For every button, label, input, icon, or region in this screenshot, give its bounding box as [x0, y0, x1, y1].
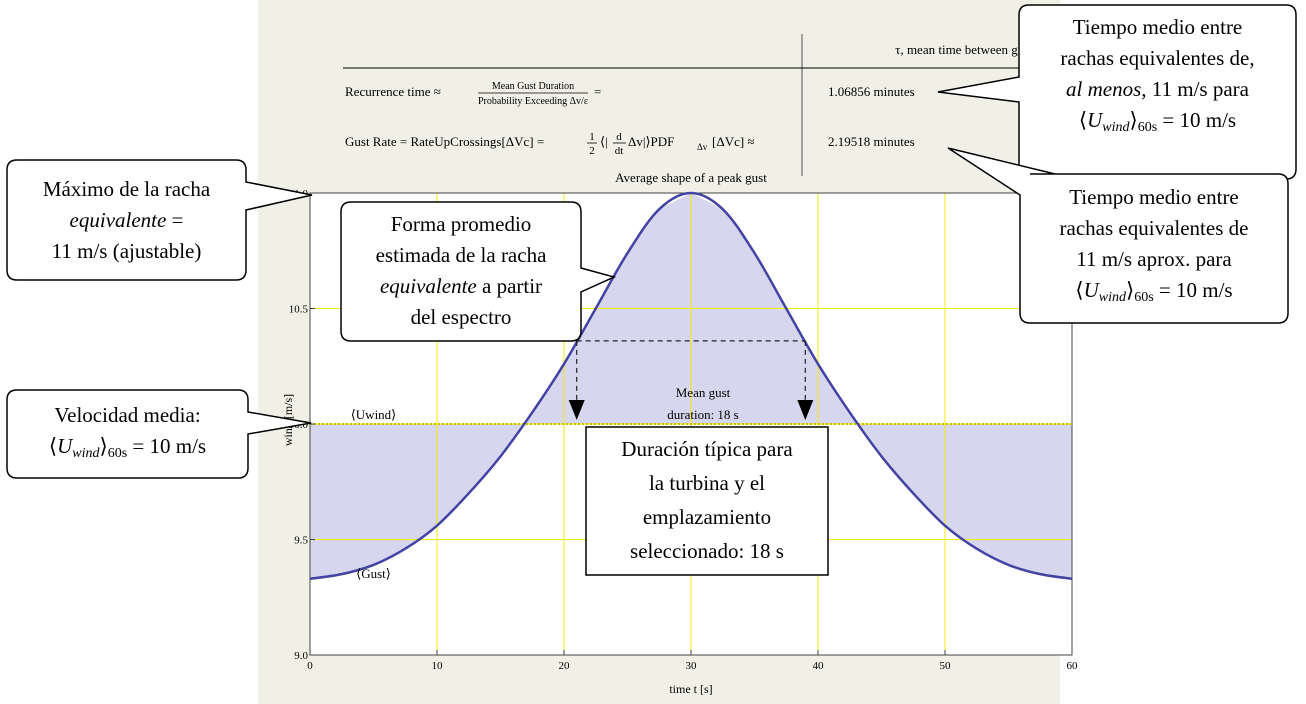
left-angle-glyph: ⟨: [48, 434, 58, 458]
gust-rate-tail: Δv|⟩PDF: [628, 134, 674, 149]
right-angle-glyph: ⟩: [1129, 108, 1138, 132]
callout-tiempo1-italic: al menos: [1066, 77, 1142, 101]
gust-rate-bracket: ⟨|: [600, 134, 608, 149]
callout-tiempo2-sub-wind: wind: [1098, 290, 1126, 305]
recurrence-equals: =: [594, 84, 601, 99]
callout-duracion-line2: la turbina y el: [648, 471, 766, 495]
callout-duracion-line3: emplazamiento: [642, 505, 772, 529]
callout-tiempo2-line3: 11 m/s aprox. para: [1076, 247, 1232, 271]
callout-tiempo2-line2: rachas equivalentes de: [1059, 216, 1249, 240]
callout-forma-line1: Forma promedio: [390, 212, 532, 236]
gust-rate-half-num: 1: [589, 131, 595, 143]
duration-label-line2: duration: 18 s: [667, 407, 739, 422]
callout-maximo-bubble: [6, 159, 313, 281]
callout-tiempo2-bubble: [947, 147, 1289, 324]
callout-tiempo1-rest: = 10 m/s: [1157, 108, 1237, 132]
callout-tiempo1-line1: Tiempo medio entre: [1072, 15, 1243, 39]
left-angle-glyph: ⟨: [1078, 108, 1088, 132]
recurrence-value: 1.06856 minutes: [828, 84, 915, 99]
callout-tiempo1-line3-rest: , 11 m/s para: [1141, 77, 1249, 101]
y-tick-label-9-5: 9.5: [294, 535, 308, 547]
x-tick-label-40: 40: [813, 660, 825, 672]
callout-maximo-line1: Máximo de la racha: [42, 177, 211, 201]
callout-tiempo2-line1: Tiempo medio entre: [1069, 185, 1239, 209]
right-angle-glyph: ⟩: [1126, 278, 1135, 302]
uwind-series-label: ⟨Uwind⟩: [351, 407, 397, 422]
duration-arrowhead-left: [568, 400, 585, 420]
duration-label-line1: Mean gust: [676, 385, 731, 400]
callout-forma-line3-rest: a partir: [476, 274, 543, 298]
callout-maximo-line3: 11 m/s (ajustable): [51, 239, 202, 263]
callout-forma-text: Forma promedio estimada de la racha equi…: [341, 209, 581, 333]
recurrence-label: Recurrence time ≈: [345, 84, 441, 99]
callout-tiempo1-line2: rachas equivalentes de,: [1060, 46, 1255, 70]
gust-rate-half-den: 2: [589, 145, 595, 157]
callout-velocidad-sub-60s: 60s: [107, 446, 128, 461]
callout-maximo-text: Máximo de la racha equivalente = 11 m/s …: [7, 174, 246, 267]
x-tick-label-20: 20: [559, 660, 571, 672]
recurrence-fraction-num: Mean Gust Duration: [492, 81, 574, 92]
gust-rate-d-den: dt: [615, 145, 624, 157]
callout-forma-line2: estimada de la racha: [375, 243, 547, 267]
callout-velocidad-rest: = 10 m/s: [127, 434, 207, 458]
callout-maximo-line2: equivalente =: [7, 205, 246, 236]
callout-tiempo2-sub-60s: 60s: [1134, 290, 1154, 305]
x-tick-label-0: 0: [307, 660, 313, 672]
right-angle-glyph: ⟩: [99, 434, 108, 458]
gust-rate-end: [ΔVc] ≈: [712, 134, 755, 149]
gust-rate-subscript: Δv: [697, 142, 708, 152]
callout-duracion-box: [585, 426, 829, 576]
x-tick-label-10: 10: [432, 660, 444, 672]
callout-velocidad-sub-wind: wind: [72, 446, 100, 461]
callout-velocidad-bubble: [6, 389, 312, 479]
callout-tiempo2-text: Tiempo medio entre rachas equivalentes d…: [1020, 182, 1288, 313]
callout-forma-line3: equivalente a partir: [341, 271, 581, 302]
x-tick-label-50: 50: [940, 660, 952, 672]
callout-tiempo1-line3: al menos, 11 m/s para: [1019, 74, 1296, 105]
gust-curve: [309, 191, 1073, 581]
callout-duracion-line4: seleccionado: 18 s: [630, 539, 784, 563]
gust-rate-d-num: d: [616, 131, 622, 143]
callout-tiempo2-rest: = 10 m/s: [1153, 278, 1233, 302]
y-tick-label-10-5: 10.5: [289, 304, 309, 316]
table-column-header: τ, mean time between gusts: [895, 42, 1038, 57]
chart-title: Average shape of a peak gust: [615, 170, 767, 185]
recurrence-fraction-den: Probability Exceeding Δv/ε: [478, 96, 588, 107]
y-tick-label-9: 9.0: [294, 650, 308, 662]
callout-maximo-line2-rest: =: [166, 208, 184, 232]
callout-tiempo1-sub-60s: 60s: [1137, 120, 1158, 135]
callout-duracion-line1: Duración típica para: [621, 437, 793, 461]
callout-tiempo1-text: Tiempo medio entre rachas equivalentes d…: [1019, 12, 1296, 143]
x-tick-label-60: 60: [1067, 660, 1079, 672]
callout-tiempo1-sub-wind: wind: [1102, 120, 1130, 135]
callout-forma-italic: equivalente: [379, 274, 477, 298]
callout-forma-line4: del espectro: [410, 305, 512, 329]
duration-arrowhead-right: [797, 400, 814, 420]
x-axis-label: time t [s]: [669, 682, 712, 696]
gust-rate-label: Gust Rate = RateUpCrossings[ΔVc] =: [345, 134, 544, 149]
callout-maximo-italic: equivalente: [69, 208, 167, 232]
callout-duracion-text: Duración típica para la turbina y el emp…: [586, 432, 828, 568]
callout-tiempo2-U: U: [1083, 278, 1099, 302]
left-angle-glyph: ⟨: [1075, 278, 1084, 302]
callout-tiempo1-U: U: [1087, 108, 1103, 132]
callout-velocidad-text: Velocidad media: ⟨Uwind⟩60s = 10 m/s: [7, 400, 248, 469]
callout-tiempo1-formula: ⟨Uwind⟩60s = 10 m/s: [1019, 105, 1296, 143]
x-tick-label-30: 30: [686, 660, 698, 672]
gust-series-label: ⟨Gust⟩: [356, 566, 391, 581]
callout-velocidad-U: U: [57, 434, 73, 458]
callout-forma-bubble: [340, 201, 617, 342]
callout-tiempo2-formula: ⟨Uwind⟩60s = 10 m/s: [1020, 275, 1288, 313]
gust-rate-value: 2.19518 minutes: [828, 134, 915, 149]
callout-velocidad-formula: ⟨Uwind⟩60s = 10 m/s: [7, 431, 248, 469]
callout-velocidad-line1: Velocidad media:: [54, 403, 201, 427]
gust-table: τ, mean time between gusts Recurrence ti…: [343, 34, 1058, 176]
